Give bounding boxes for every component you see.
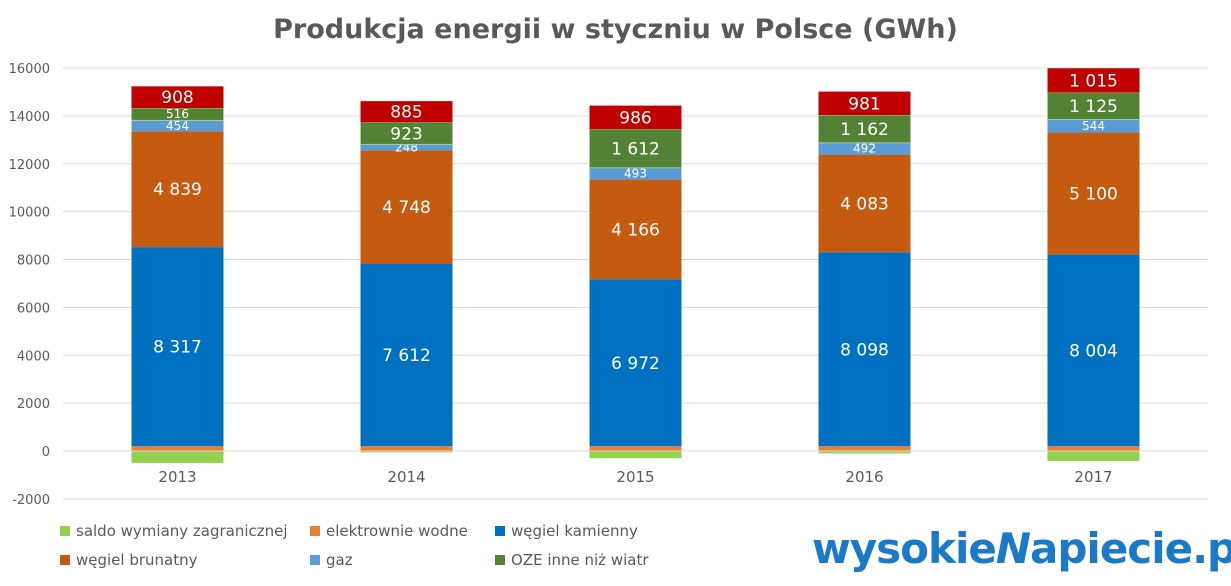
data-label: 4 748 [382, 198, 431, 218]
legend-label: saldo wymiany zagranicznej [76, 522, 288, 540]
bar-segment [360, 451, 453, 453]
data-label: 8 004 [1069, 341, 1118, 361]
logo: wysokieNapiecie.pl [812, 524, 1231, 573]
bar-segment [818, 451, 911, 454]
chart-title: Produkcja energii w styczniu w Polsce (G… [273, 14, 958, 45]
data-label: 544 [1082, 119, 1105, 133]
bar-segment [1047, 451, 1140, 462]
legend-label: gaz [326, 551, 353, 569]
bar-segment [131, 451, 224, 463]
bar-segment [131, 120, 224, 132]
bar-segment [1047, 254, 1140, 447]
data-label: 7 612 [382, 346, 431, 366]
data-label: 1 125 [1069, 97, 1118, 117]
data-label: 1 162 [840, 120, 889, 140]
legend-label: węgiel kamienny [511, 522, 638, 540]
data-label: 516 [166, 107, 189, 121]
y-tick-label: 16000 [9, 62, 50, 77]
bar-segment [818, 252, 911, 447]
bar-segment [818, 142, 911, 155]
y-tick-label: 0 [42, 445, 50, 460]
x-tick-label: 2017 [1074, 468, 1112, 486]
y-tick-label: 14000 [9, 110, 50, 125]
bar-segment [818, 446, 911, 451]
bar-segment [589, 179, 682, 280]
bar-segment [360, 144, 453, 151]
data-label: 454 [166, 119, 189, 133]
bar-segment [818, 114, 911, 144]
bar-segment [360, 150, 453, 265]
data-label: 1 612 [611, 140, 660, 160]
x-tick-label: 2014 [387, 468, 425, 486]
legend-item: elektrownie wodne [310, 522, 468, 540]
data-label: 908 [161, 88, 193, 108]
bar-segment [818, 154, 911, 253]
data-label: 923 [390, 124, 422, 144]
data-label: 5 100 [1069, 185, 1118, 205]
legend-label: elektrownie wodne [326, 522, 468, 540]
legend-item: węgiel kamienny [495, 522, 638, 540]
bar-segment [589, 128, 682, 169]
bar-segment [1047, 132, 1140, 255]
bar-segment [589, 167, 682, 180]
data-label: 885 [390, 103, 422, 123]
bar-segment [131, 86, 224, 109]
legend-item: węgiel brunatny [60, 551, 198, 569]
data-label: 492 [853, 142, 876, 156]
bar-segment [360, 101, 453, 123]
y-tick-label: -2000 [12, 493, 50, 508]
data-label: 8 317 [153, 338, 202, 358]
legend-swatch [310, 526, 320, 536]
data-label: 986 [619, 108, 651, 128]
bar-segment [131, 446, 224, 451]
bar-segment [360, 264, 453, 447]
legend-swatch [60, 555, 70, 565]
bar-segment [589, 279, 682, 447]
bar-segment [589, 451, 682, 459]
bar-segment [1047, 68, 1140, 93]
bar-segment [818, 91, 911, 116]
legend-item: OZE inne niż wiatr [495, 551, 649, 569]
y-tick-label: 12000 [9, 158, 50, 173]
legend-item: saldo wymiany zagranicznej [60, 522, 288, 540]
data-label: 981 [848, 94, 880, 114]
x-tick-label: 2016 [845, 468, 883, 486]
data-label: 1 015 [1069, 71, 1118, 91]
data-label: 4 166 [611, 220, 660, 240]
data-label: 6 972 [611, 354, 660, 374]
legend-swatch [495, 555, 505, 565]
y-tick-label: 4000 [17, 349, 50, 364]
data-label: 493 [624, 167, 647, 181]
data-label: 4 083 [840, 194, 889, 214]
bar-segment [131, 247, 224, 447]
bar-segment [589, 446, 682, 451]
bar-segment [589, 105, 682, 130]
x-tick-label: 2015 [616, 468, 654, 486]
bar-segment [1047, 119, 1140, 133]
legend-swatch [310, 555, 320, 565]
legend-swatch [495, 526, 505, 536]
y-tick-label: 10000 [9, 206, 50, 221]
data-label: 4 839 [153, 180, 202, 200]
legend-label: węgiel brunatny [76, 551, 198, 569]
bar-segment [360, 446, 453, 451]
y-tick-label: 8000 [17, 254, 50, 269]
legend-swatch [60, 526, 70, 536]
bar-segment [1047, 92, 1140, 121]
x-tick-label: 2013 [158, 468, 196, 486]
bar-segment [1047, 446, 1140, 451]
data-label: 8 098 [840, 340, 889, 360]
legend-item: gaz [310, 551, 353, 569]
y-tick-label: 2000 [17, 397, 50, 412]
bar-segment [131, 131, 224, 248]
legend-label: OZE inne niż wiatr [511, 551, 649, 569]
y-tick-label: 6000 [17, 301, 50, 316]
